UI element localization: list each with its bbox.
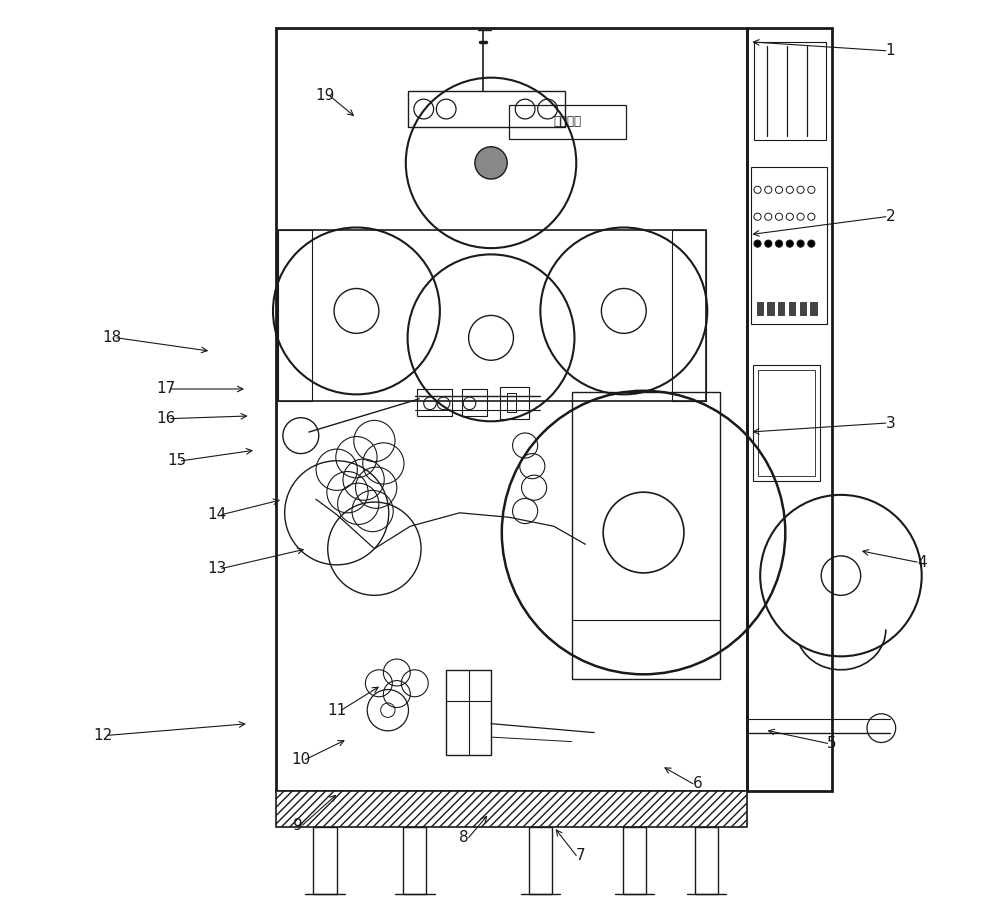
Bar (747, 28, 832, 791)
Bar (767, 302, 774, 315)
Bar (403, 827, 426, 894)
Circle shape (754, 240, 761, 248)
Bar (417, 389, 452, 416)
Text: 13: 13 (208, 561, 227, 576)
Text: 9: 9 (293, 817, 303, 833)
Text: 19: 19 (315, 88, 335, 104)
Text: 4: 4 (917, 554, 927, 570)
Text: 18: 18 (103, 330, 122, 346)
Text: 16: 16 (157, 411, 176, 426)
Text: 17: 17 (157, 382, 176, 397)
Bar (757, 302, 763, 315)
Bar (789, 302, 795, 315)
Bar (500, 387, 529, 418)
Text: 3: 3 (885, 416, 895, 430)
Bar (276, 791, 747, 827)
Bar (751, 167, 827, 324)
Text: 7: 7 (576, 848, 586, 863)
Bar (623, 827, 646, 894)
Bar (810, 302, 817, 315)
Bar (572, 392, 720, 679)
Text: 14: 14 (208, 507, 227, 522)
Bar (509, 104, 626, 139)
Text: 12: 12 (94, 728, 113, 742)
Bar (408, 91, 565, 127)
Bar (507, 392, 516, 412)
Bar (462, 389, 487, 416)
Text: 2: 2 (885, 209, 895, 224)
Text: 8: 8 (459, 830, 469, 845)
Bar (672, 230, 706, 400)
Bar (276, 28, 747, 791)
Bar (800, 302, 806, 315)
Text: 1: 1 (885, 43, 895, 58)
Bar (313, 827, 337, 894)
Text: 辿料废膜: 辿料废膜 (553, 115, 581, 128)
Bar (754, 41, 826, 140)
Circle shape (808, 240, 815, 248)
Bar (278, 230, 312, 400)
Text: 5: 5 (827, 736, 837, 751)
Text: 6: 6 (693, 777, 702, 791)
Circle shape (797, 240, 804, 248)
Bar (446, 670, 491, 755)
Bar (758, 370, 815, 476)
Bar (753, 364, 820, 482)
Bar (695, 827, 718, 894)
Text: 11: 11 (327, 703, 346, 717)
Text: 15: 15 (167, 454, 187, 468)
Bar (278, 230, 706, 400)
Bar (778, 302, 784, 315)
Bar (529, 827, 552, 894)
Circle shape (775, 240, 783, 248)
Text: 10: 10 (291, 752, 310, 767)
Circle shape (765, 240, 772, 248)
Circle shape (475, 147, 507, 179)
Circle shape (786, 240, 793, 248)
